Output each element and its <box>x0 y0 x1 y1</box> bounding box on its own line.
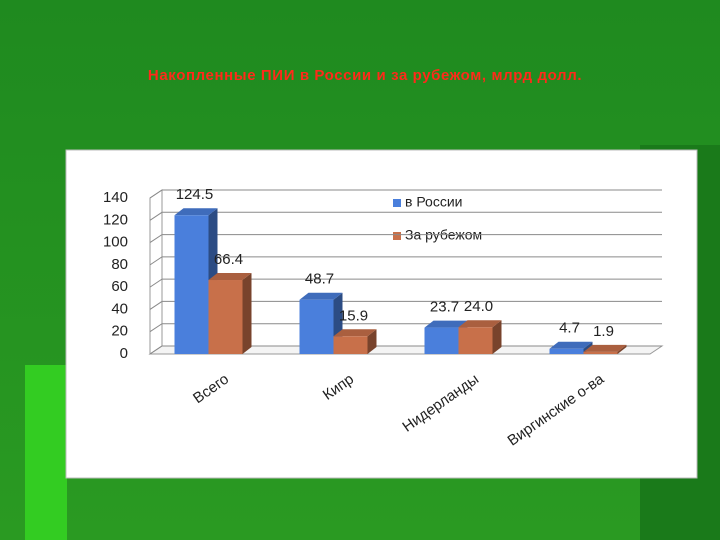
grid-line <box>149 211 662 221</box>
bar-top <box>208 273 252 281</box>
bar-top <box>424 320 468 328</box>
bar-side <box>617 344 627 354</box>
y-tick-label: 20 <box>111 323 128 340</box>
chart-area <box>65 149 698 479</box>
bar-front <box>424 327 459 354</box>
back-wall <box>149 189 163 355</box>
bar <box>583 344 627 354</box>
legend-swatch <box>393 199 401 207</box>
grid-line <box>149 278 662 288</box>
y-tick-label: 140 <box>103 189 128 206</box>
legend-label: в России <box>405 194 462 210</box>
grid-line <box>149 234 662 243</box>
y-tick-label: 80 <box>111 256 128 273</box>
bar-top <box>549 341 593 349</box>
value-label: 23.7 <box>430 299 459 316</box>
bar-front <box>458 327 493 354</box>
value-label: 1.9 <box>593 323 614 340</box>
bar-top <box>333 329 377 337</box>
legend-swatch <box>393 232 401 240</box>
bar-front <box>208 280 243 354</box>
bar <box>208 273 252 354</box>
y-tick-label: 120 <box>103 211 128 228</box>
y-tick-label: 100 <box>103 234 128 251</box>
bar-top <box>174 208 218 216</box>
chart-title: Накопленные ПИИ в России и за рубежом, м… <box>148 67 582 84</box>
bar-front <box>299 299 334 354</box>
bar-front <box>174 215 209 354</box>
value-label: 48.7 <box>305 271 334 288</box>
value-label: 124.5 <box>176 186 214 203</box>
bar-top <box>583 344 627 352</box>
bar-side <box>367 329 377 354</box>
bar <box>458 320 502 354</box>
value-label: 4.7 <box>559 320 580 337</box>
y-tick-label: 0 <box>120 345 128 362</box>
bar-top <box>458 320 502 328</box>
grid-line <box>149 256 662 266</box>
value-label: 24.0 <box>464 298 493 315</box>
grid-line <box>149 300 662 310</box>
y-tick-label: 60 <box>111 278 128 295</box>
bar-side <box>492 320 502 354</box>
value-label: 66.4 <box>214 251 243 268</box>
bar-front <box>583 351 618 354</box>
bar-side <box>242 273 252 354</box>
bar-top <box>299 292 343 300</box>
bar <box>333 329 377 354</box>
decor-bar <box>25 365 67 540</box>
bar-front <box>333 336 368 354</box>
grid-line <box>149 189 662 199</box>
bar-front <box>549 348 584 354</box>
y-tick-label: 40 <box>111 300 128 317</box>
value-label: 15.9 <box>339 307 368 324</box>
legend-box <box>385 193 520 245</box>
